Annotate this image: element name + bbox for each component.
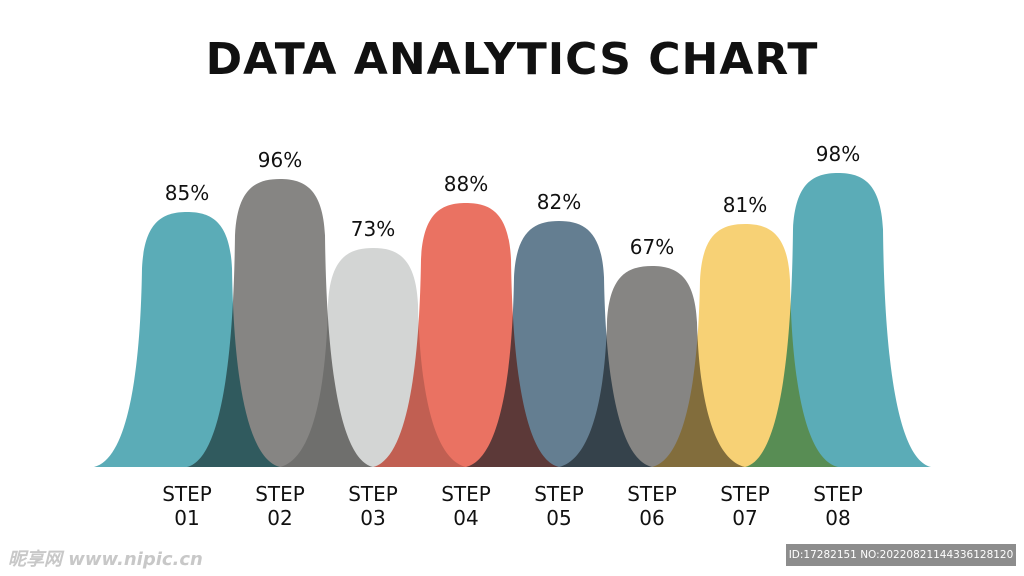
category-label-03: STEP 03 <box>348 482 398 530</box>
value-label-04: 88% <box>444 172 488 196</box>
value-label-group: 85% 96% 73% 88% 82% 67% 81% 98% <box>165 142 860 259</box>
value-label-01: 85% <box>165 181 209 205</box>
value-label-02: 96% <box>258 148 302 172</box>
category-label-05: STEP 05 <box>534 482 584 530</box>
category-label-08: STEP 08 <box>813 482 863 530</box>
value-label-08: 98% <box>816 142 860 166</box>
watermark-logo: 昵享网 www.nipic.cn <box>8 549 203 570</box>
bell-step-08 <box>745 173 931 467</box>
category-label-02: STEP 02 <box>255 482 305 530</box>
value-label-07: 81% <box>723 193 767 217</box>
value-label-03: 73% <box>351 217 395 241</box>
value-label-05: 82% <box>537 190 581 214</box>
category-label-01: STEP 01 <box>162 482 212 530</box>
category-label-04: STEP 04 <box>441 482 491 530</box>
bell-series-group <box>94 173 931 467</box>
category-label-06: STEP 06 <box>627 482 677 530</box>
value-label-06: 67% <box>630 235 674 259</box>
chart-title: DATA ANALYTICS CHART <box>205 34 819 85</box>
watermark-id-banner: ID:17282151 NO:20220821144336128120 <box>786 544 1016 566</box>
category-label-07: STEP 07 <box>720 482 770 530</box>
category-label-group: STEP 01 STEP 02 STEP 03 STEP 04 STEP 05 STEP 06 STEP… <box>162 482 863 530</box>
